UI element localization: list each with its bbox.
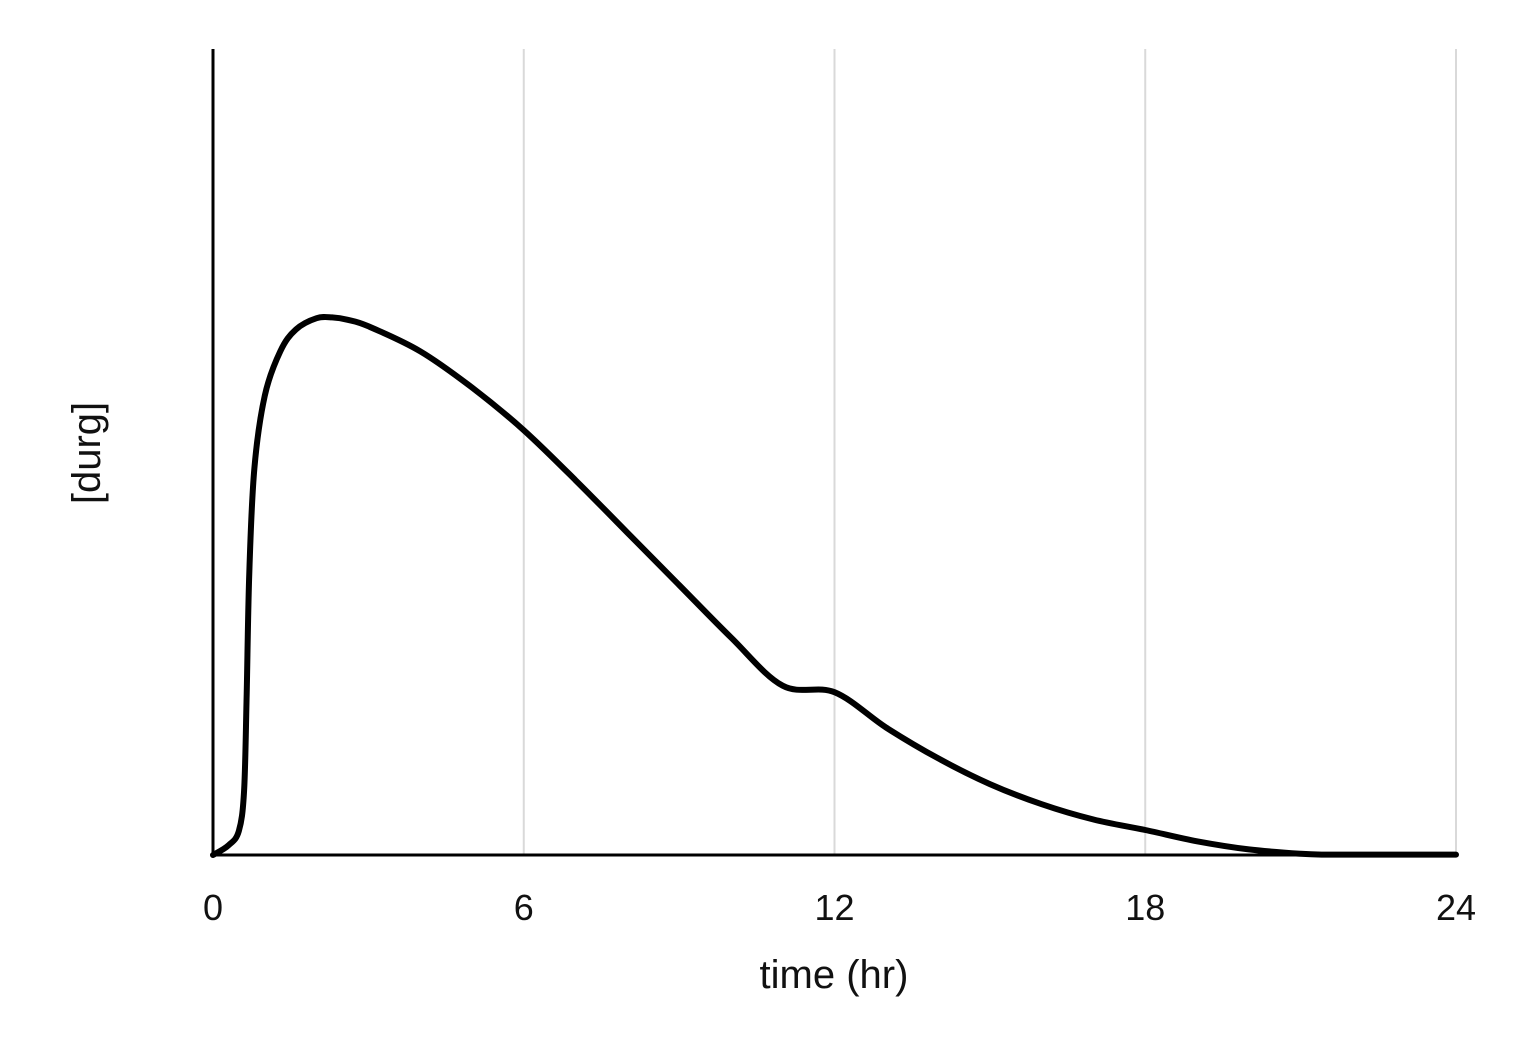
x-tick-labels: 0 6 12 18 24 <box>203 887 1476 928</box>
x-tick-label: 18 <box>1125 887 1165 928</box>
x-axis-title: time (hr) <box>760 953 909 997</box>
drug-concentration-curve <box>210 313 1459 858</box>
x-tick-label: 0 <box>203 887 223 928</box>
vertical-gridlines <box>522 49 1457 855</box>
x-tick-label: 24 <box>1436 887 1476 928</box>
y-axis-title: [durg] <box>65 402 109 504</box>
x-tick-label: 12 <box>814 887 854 928</box>
x-tick-label: 6 <box>514 887 534 928</box>
